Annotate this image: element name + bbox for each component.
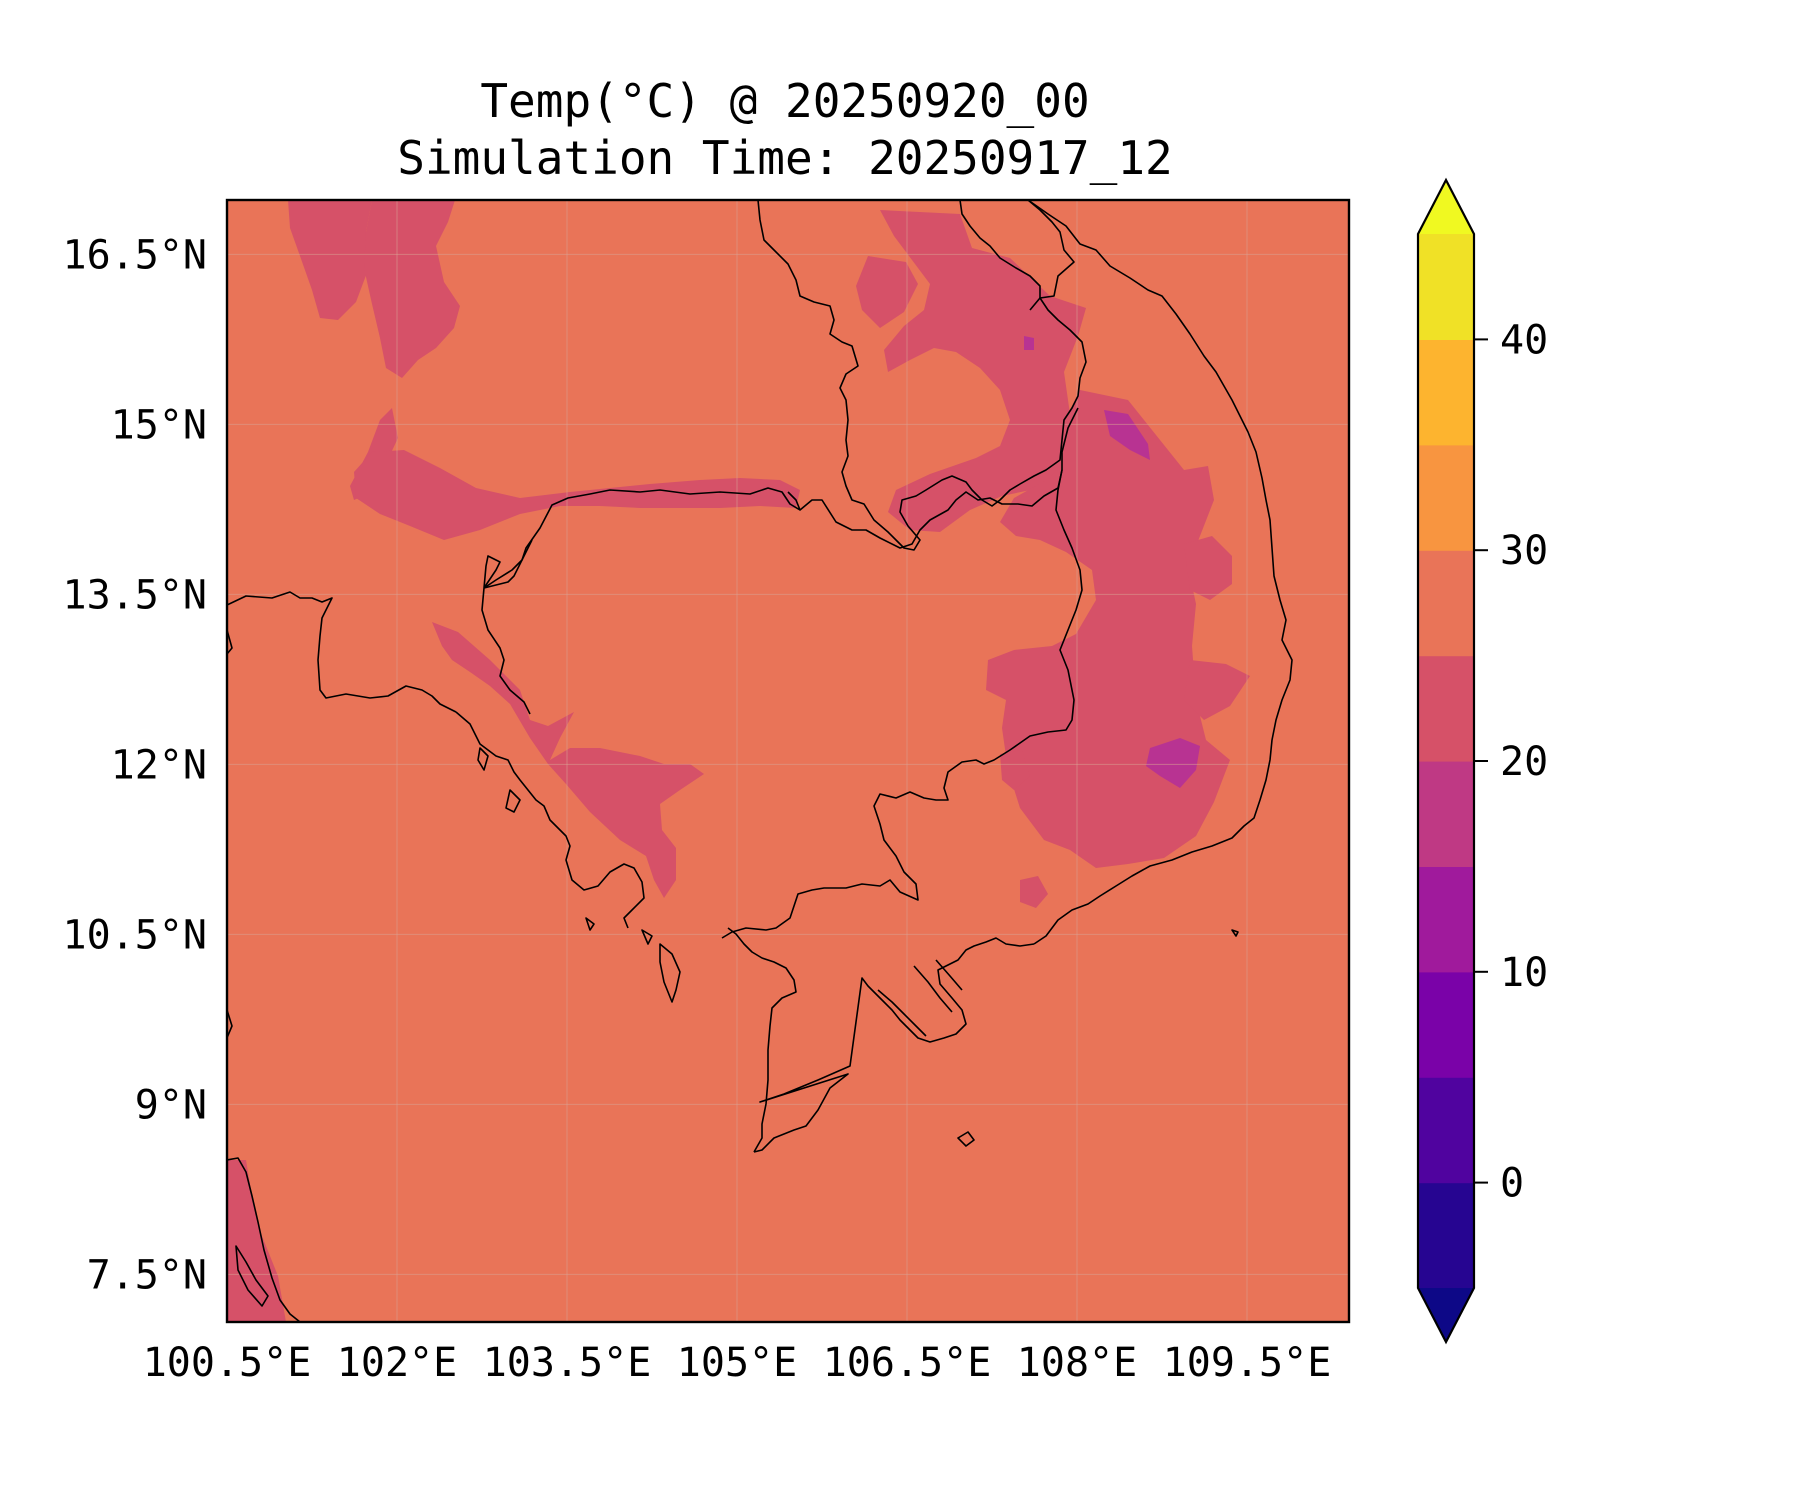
colorbar (1416, 177, 1476, 1345)
colorbar-tick-label: 20 (1500, 739, 1548, 785)
cool-region-mekong-south (1020, 876, 1048, 908)
cool-region-plateau-band (354, 450, 800, 540)
colorbar-level (1418, 1182, 1474, 1289)
island-small-1 (1231, 929, 1239, 937)
thailand-cambodia-west (483, 539, 533, 589)
colorbar-level (1418, 971, 1474, 1078)
cool-region-laos-south (880, 210, 1086, 532)
mekong-estuary-1 (877, 989, 927, 1037)
lat-tick-label: 16.5°N (63, 232, 208, 278)
cambodia-vietnam-border (721, 469, 1083, 939)
coolest-region-laos-spot (1024, 336, 1034, 350)
temperature-field (227, 200, 1349, 1322)
vietnam-coast (1027, 200, 1293, 945)
cool-region-highlands-east (1184, 536, 1232, 600)
colorbar-level (1418, 444, 1474, 551)
mekong-ca-mau (727, 927, 797, 1153)
coolest-regions (1024, 336, 1200, 788)
lon-tick-label: 105°E (677, 1340, 797, 1386)
colorbar-level (1418, 550, 1474, 657)
island-gulf-1 (477, 747, 489, 771)
island-phu-quoc (659, 943, 681, 1003)
lat-tick-label: 15°N (111, 402, 207, 448)
island-small-2 (585, 917, 595, 931)
colorbar-outline (1416, 177, 1476, 1345)
colorbar-tick-label: 0 (1500, 1161, 1524, 1207)
thailand-cambodia-border (227, 591, 457, 713)
mekong-delta-coast (753, 937, 1035, 1153)
coastlines-and-borders (227, 200, 1293, 1322)
chart-subtitle: Simulation Time: 20250917_12 (397, 131, 1173, 185)
map-frame (225, 198, 1351, 1324)
lat-tick-label: 12°N (111, 742, 207, 788)
west-coast-peninsula (227, 1157, 301, 1322)
cambodia-west-border (481, 555, 531, 715)
island-con-dao (957, 1131, 975, 1147)
mekong-estuary-2 (913, 965, 953, 1013)
lon-tick-label: 100.5°E (143, 1340, 312, 1386)
laos-border-mekong (757, 200, 1087, 551)
cool-region-north (364, 200, 460, 378)
lon-tick-label: 108°E (1017, 1340, 1137, 1386)
peninsula-island (235, 1245, 269, 1307)
colorbar-extend-min (1418, 1288, 1474, 1342)
colorbar-tick-labels: 40 30 20 10 0 (1474, 317, 1548, 1207)
chart-title: Temp(°C) @ 20250920_00 (480, 74, 1090, 128)
lon-tick-label: 103.5°E (483, 1340, 652, 1386)
lat-tick-label: 9°N (135, 1082, 207, 1128)
cambodia-north-border (483, 469, 1063, 589)
laos-vietnam-border (1027, 200, 1075, 311)
lat-tick-label: 13.5°N (63, 572, 208, 618)
colorbar-level (1418, 655, 1474, 762)
laos-vietnam-north (1061, 407, 1079, 470)
lon-tick-label: 102°E (337, 1340, 457, 1386)
cool-region-cambodia-east (1000, 750, 1030, 790)
lon-tick-label: 109.5°E (1163, 1340, 1332, 1386)
colorbar-tick-label: 30 (1500, 528, 1548, 574)
colorbar-level (1418, 234, 1474, 340)
thailand-gulf-coast (455, 711, 645, 929)
laos-cambodia-border-north (787, 491, 801, 511)
west-border-left (227, 629, 233, 655)
island-kood (505, 789, 521, 813)
island-small-3 (641, 929, 653, 945)
colorbar-level (1418, 761, 1474, 867)
grid-lines (227, 200, 1349, 1322)
colorbar-tick-label: 40 (1500, 317, 1548, 363)
longitude-tick-labels: 100.5°E 102°E 103.5°E 105°E 106.5°E 108°E 109.… (143, 1340, 1332, 1386)
cool-region-laos-west (856, 256, 918, 328)
lon-tick-label: 106.5°E (823, 1340, 992, 1386)
cool-region-cardamom (432, 622, 704, 898)
coolest-region-highlands-south (1146, 738, 1200, 788)
cool-region-highlands-south (1184, 660, 1250, 720)
colorbar-level (1418, 339, 1474, 446)
colorbar-level (1418, 1077, 1474, 1184)
colorbar-tick-label: 10 (1500, 950, 1548, 996)
mekong-estuary-3 (935, 959, 963, 991)
colorbar-extend-max (1418, 180, 1474, 234)
cool-region-peninsula (227, 1160, 286, 1322)
coolest-region-highlands-north (1104, 410, 1150, 460)
lat-tick-label: 10.5°N (63, 912, 208, 958)
cool-region-northwest (288, 200, 372, 320)
lat-tick-label: 7.5°N (87, 1252, 207, 1298)
colorbar-level (1418, 866, 1474, 973)
latitude-tick-labels: 16.5°N 15°N 13.5°N 12°N 10.5°N 9°N 7.5°N (63, 232, 208, 1298)
